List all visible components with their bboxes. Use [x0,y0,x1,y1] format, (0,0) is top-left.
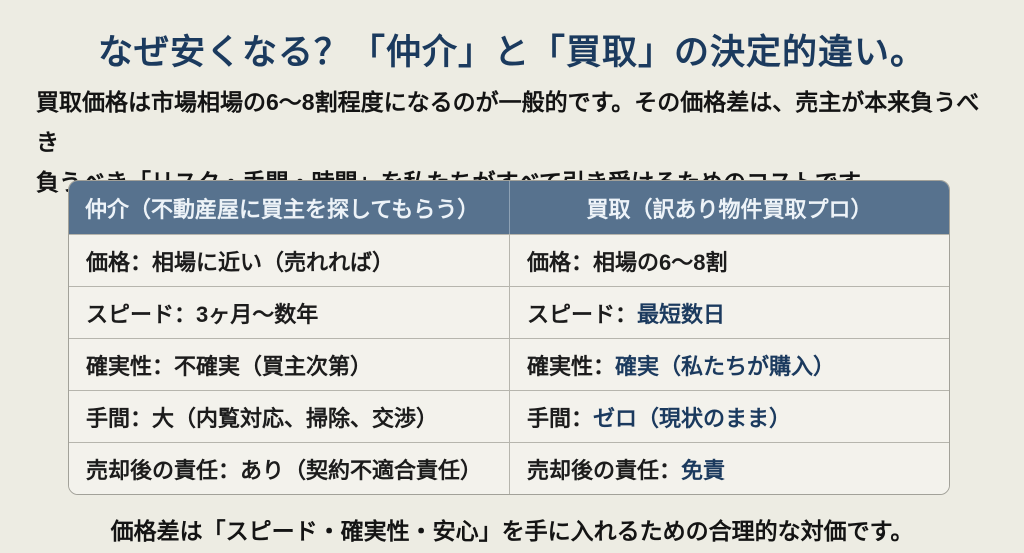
subtitle-line-1: 買取価格は市場相場の6〜8割程度になるのが一般的です。その価格差は、売主が本来負… [36,89,980,155]
liability-buyer-plain: 売却後の責任： [527,457,682,483]
comparison-table: 仲介（不動産屋に買主を探してもらう） 買取（訳あり物件買取プロ） 価格：相場に近… [68,180,950,495]
liability-buyer-cell: 売却後の責任： 免責 [509,442,949,494]
page-title: なぜ安くなる？「仲介」と「買取」の決定的違い。 [97,33,926,72]
speed-buyer-accent: 最短数日 [637,301,726,327]
speed-buyer-plain: スピード： [527,301,638,327]
certainty-broker-cell: 確実性：不確実（買主次第） [69,338,509,390]
table-body: 価格：相場に近い（売れれば） 価格：相場の6〜8割 スピード：3ヶ月〜数年 スピ… [69,234,949,494]
certainty-buyer-plain: 確実性： [527,353,616,379]
table-row-effort: 手間：大（内覧対応、掃除、交渉） 手間： ゼロ（現状のまま） [69,390,949,442]
speed-broker-cell: スピード：3ヶ月〜数年 [69,286,509,338]
effort-broker-cell: 手間：大（内覧対応、掃除、交渉） [69,390,509,442]
table-header-row: 仲介（不動産屋に買主を探してもらう） 買取（訳あり物件買取プロ） [69,181,949,234]
price-buyer-cell: 価格：相場の6〜8割 [509,234,949,286]
effort-buyer-plain: 手間： [527,405,594,431]
liability-buyer-accent: 免責 [681,457,726,483]
certainty-buyer-accent: 確実（私たちが購入） [615,353,836,379]
footer-note: 価格差は「スピード・確実性・安心」を手に入れるための合理的な対価です。 [110,518,914,544]
price-broker-cell: 価格：相場に近い（売れれば） [69,234,509,286]
table-header-buyer: 買取（訳あり物件買取プロ） [509,181,949,234]
table-row-liability: 売却後の責任：あり（契約不適合責任） 売却後の責任： 免責 [69,442,949,494]
table-header-broker: 仲介（不動産屋に買主を探してもらう） [85,196,480,222]
liability-broker-cell: 売却後の責任：あり（契約不適合責任） [69,442,509,494]
price-buyer-plain: 価格：相場の6〜8割 [527,249,728,275]
table-row-certainty: 確実性：不確実（買主次第） 確実性： 確実（私たちが購入） [69,338,949,390]
speed-buyer-cell: スピード： 最短数日 [509,286,949,338]
table-row-price: 価格：相場に近い（売れれば） 価格：相場の6〜8割 [69,234,949,286]
effort-buyer-cell: 手間： ゼロ（現状のまま） [509,390,949,442]
table-row-speed: スピード：3ヶ月〜数年 スピード： 最短数日 [69,286,949,338]
effort-buyer-accent: ゼロ（現状のまま） [593,405,792,431]
certainty-buyer-cell: 確実性： 確実（私たちが購入） [509,338,949,390]
